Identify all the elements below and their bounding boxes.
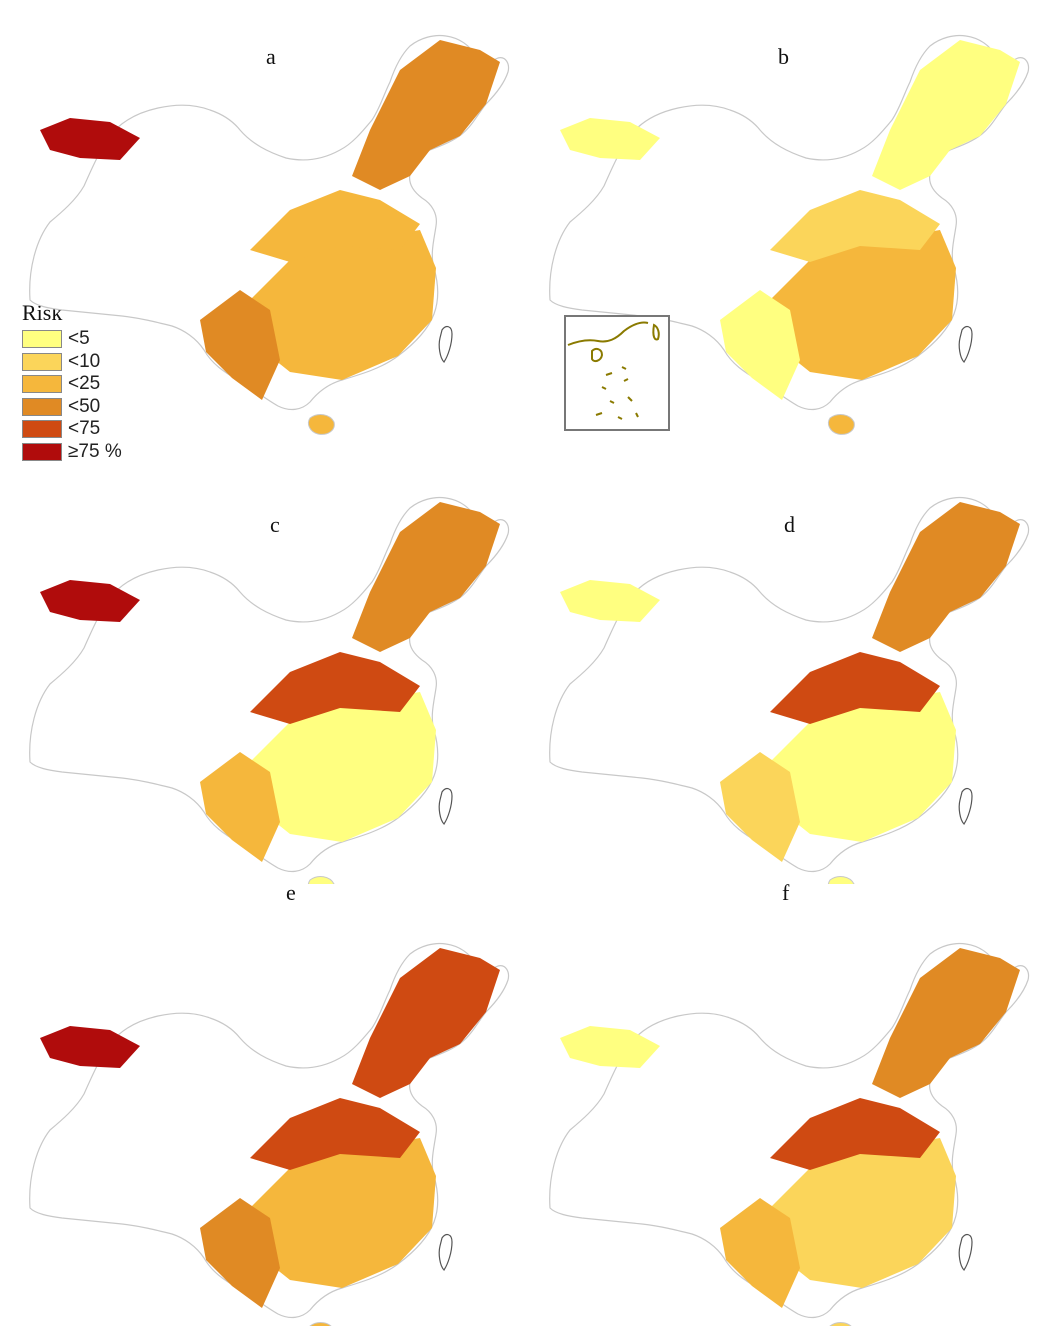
risk-region (560, 580, 660, 622)
legend-label: <5 (68, 328, 90, 350)
risk-region (200, 752, 280, 862)
legend-label: ≥75 % (68, 440, 122, 462)
hainan-island (307, 414, 335, 435)
hainan-island (309, 1322, 332, 1326)
legend-row: ≥75 % (22, 441, 182, 464)
risk-region (250, 1138, 436, 1288)
legend-row: <50 (22, 396, 182, 419)
hainan-island (828, 876, 855, 884)
risk-legend: Risk <5 <10 <25 <50 <75 ≥75 % (22, 300, 182, 463)
risk-region (250, 190, 420, 262)
map-panel-e: e (0, 880, 520, 1326)
risk-region (40, 118, 140, 160)
china-map (549, 942, 1030, 1326)
taiwan-outline (958, 1233, 973, 1271)
china-map (549, 496, 1030, 884)
hainan-island (827, 414, 855, 435)
map-panel-d: d (520, 442, 1040, 884)
panel-label-b: b (778, 44, 789, 69)
map-panel-f: f (520, 880, 1040, 1326)
taiwan-outline (438, 1233, 453, 1271)
risk-region (250, 230, 436, 380)
china-map (29, 34, 510, 435)
inset-map (567, 321, 660, 420)
legend-row: <10 (22, 351, 182, 374)
taiwan-outline (438, 787, 453, 825)
legend-label: <75 (68, 418, 101, 440)
legend-swatch (22, 442, 62, 461)
legend-row: <75 (22, 418, 182, 441)
taiwan-outline (438, 325, 453, 363)
risk-region (770, 1098, 940, 1170)
legend-row: <25 (22, 373, 182, 396)
hainan-island (829, 1322, 852, 1326)
risk-region (720, 1198, 800, 1308)
risk-region (40, 580, 140, 622)
risk-region (770, 230, 956, 380)
china-map (29, 496, 510, 884)
risk-region (560, 118, 660, 160)
risk-region (250, 1098, 420, 1170)
hainan-island (308, 876, 335, 884)
legend-row: <5 (22, 328, 182, 351)
risk-region (200, 1198, 280, 1308)
risk-region (872, 40, 1020, 190)
risk-region (720, 752, 800, 862)
legend-swatch (22, 352, 62, 371)
legend-label: <50 (68, 395, 101, 417)
china-map (29, 942, 510, 1326)
risk-region (40, 1026, 140, 1068)
risk-region (352, 40, 500, 190)
risk-region (560, 1026, 660, 1068)
risk-region (770, 652, 940, 724)
risk-region (770, 1138, 956, 1288)
legend-swatch (22, 375, 62, 394)
legend-label: <25 (68, 373, 101, 395)
risk-region (720, 290, 800, 400)
taiwan-outline (958, 325, 973, 363)
legend-swatch (22, 330, 62, 349)
south-china-sea-inset (564, 315, 670, 431)
map-panel-a: a (0, 0, 520, 442)
panel-label-d: d (784, 512, 795, 537)
legend-label: <10 (68, 350, 101, 372)
risk-region (352, 948, 500, 1098)
risk-region (352, 502, 500, 652)
legend-entries: <5 <10 <25 <50 <75 ≥75 % (22, 328, 182, 463)
risk-region (250, 692, 436, 842)
risk-region (250, 652, 420, 724)
panel-label-c: c (270, 512, 280, 537)
risk-region (770, 692, 956, 842)
legend-swatch (22, 420, 62, 439)
panel-label-e: e (286, 880, 296, 905)
risk-region (872, 502, 1020, 652)
taiwan-outline (958, 787, 973, 825)
panel-label-a: a (266, 44, 276, 69)
map-panel-c: c (0, 442, 520, 884)
panel-label-f: f (782, 880, 790, 905)
risk-region (200, 290, 280, 400)
legend-swatch (22, 397, 62, 416)
risk-region (770, 190, 940, 262)
risk-region (872, 948, 1020, 1098)
